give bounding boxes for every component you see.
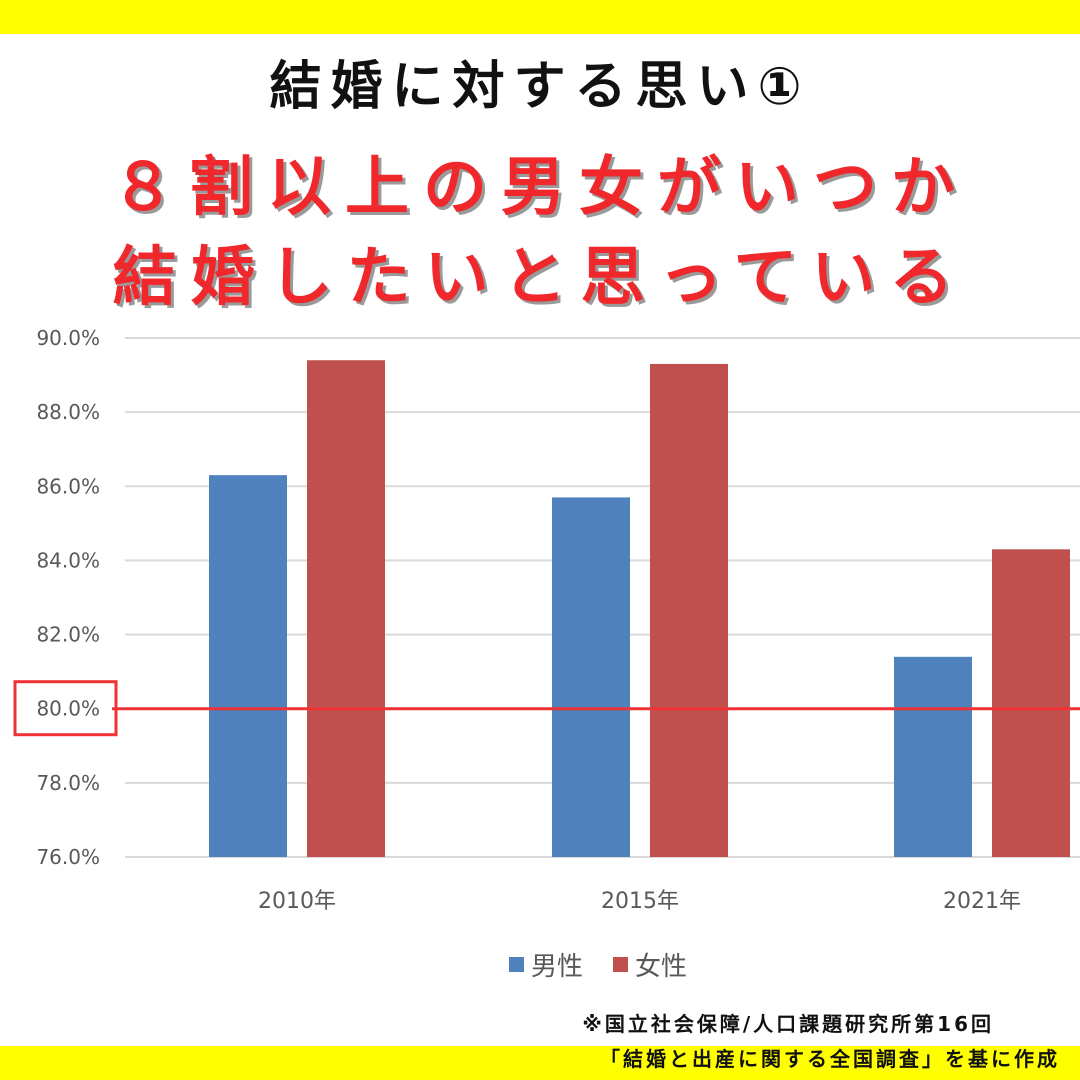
top-yellow-banner [0, 0, 1080, 34]
bar-female [650, 363, 728, 857]
y-tick-label: 88.0% [36, 400, 100, 424]
headline-line-2: 結婚したいと思っている [112, 241, 968, 315]
bar-female [307, 360, 385, 857]
x-category-label: 2021年 [943, 889, 1021, 914]
legend-swatch-female [613, 957, 628, 972]
axis-labels: 76.0% 78.0% 80.0% 82.0% 84.0% 86.0% 88.0% 90.0%… [36, 326, 1021, 914]
y-tick-label: 86.0% [36, 474, 100, 498]
legend-label-female: 女性 [635, 952, 687, 982]
y-tick-label: 80.0% [36, 697, 100, 721]
bar-male [209, 475, 287, 857]
bottom-yellow-banner [0, 1046, 1080, 1080]
y-tick-label: 82.0% [36, 623, 100, 647]
bars [209, 360, 1070, 857]
bar-male [552, 497, 630, 857]
source-note-line-2: 「結婚と出産に関する全国調査」を基に作成 [600, 1047, 1060, 1071]
legend: 男性 女性 [509, 952, 687, 982]
x-category-label: 2015年 [601, 889, 679, 914]
legend-label-male: 男性 [531, 952, 583, 982]
bar-male [894, 656, 972, 857]
y-tick-label: 90.0% [36, 326, 100, 350]
reference-line-group [13, 680, 1080, 737]
page-title: 結婚に対する思い① [269, 57, 811, 117]
source-note-line-1: ※国立社会保障/人口課題研究所第16回 [582, 1012, 994, 1036]
bar-female [992, 549, 1070, 857]
y-tick-label: 84.0% [36, 548, 100, 572]
legend-swatch-male [509, 957, 524, 972]
reference-highlight-box [13, 680, 118, 737]
y-tick-label: 76.0% [36, 845, 100, 869]
x-category-label: 2010年 [258, 889, 336, 914]
y-tick-label: 78.0% [36, 771, 100, 795]
headline-line-1: ８割以上の男女がいつか [111, 151, 969, 225]
